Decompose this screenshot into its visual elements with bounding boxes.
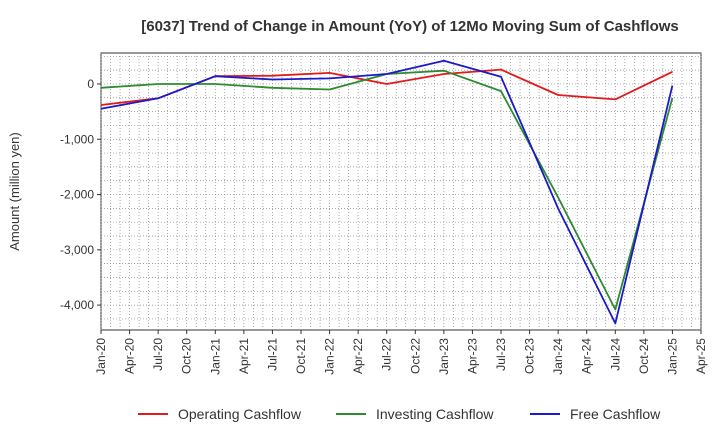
x-tick-label: Jul-23 [494,338,508,371]
y-tick-label: -1,000 [60,132,94,146]
y-tick-label: -2,000 [60,188,94,202]
series-lines [100,59,674,325]
x-tick-label: Jan-21 [208,338,222,375]
investing-cashflow-line [100,69,674,311]
x-tick-label: Jul-20 [151,338,165,371]
free-cashflow-line [100,59,674,325]
gridlines [100,53,702,330]
x-axis: Jan-20 Apr-20 Jul-20 Oct-20 Jan-21 Apr-21 Jul-… [94,330,708,375]
legend: Operating Cashflow Investing Cashflow Free… [138,406,661,422]
x-tick-label: Oct-24 [637,338,651,374]
y-tick-label: -4,000 [60,298,94,312]
x-tick-label: Jul-24 [608,338,622,371]
x-tick-label: Jan-22 [323,338,337,375]
chart-title: [6037] Trend of Change in Amount (YoY) o… [141,18,679,35]
y-tick-label: -3,000 [60,243,94,257]
x-tick-label: Apr-20 [123,338,137,374]
x-tick-label: Apr-22 [351,338,365,374]
x-tick-label: Oct-20 [180,338,194,374]
legend-label: Investing Cashflow [376,406,494,422]
x-tick-label: Oct-21 [294,338,308,374]
x-tick-label: Jul-22 [380,338,394,371]
plot-area [100,52,702,331]
x-tick-label: Jan-25 [665,338,679,375]
legend-label: Operating Cashflow [178,406,302,422]
x-tick-label: Apr-25 [694,338,708,374]
x-tick-label: Jan-24 [551,338,565,375]
x-tick-label: Apr-23 [465,338,479,374]
y-axis: 0 -1,000 -2,000 -3,000 -4,000 [60,77,101,312]
x-tick-label: Jan-20 [94,338,108,375]
x-tick-label: Oct-23 [523,338,537,374]
y-axis-label: Amount (million yen) [7,132,22,251]
x-tick-label: Apr-24 [580,338,594,374]
x-tick-label: Jul-21 [265,338,279,371]
x-tick-label: Oct-22 [408,338,422,374]
y-tick-label: 0 [87,77,94,91]
x-tick-label: Jan-23 [437,338,451,375]
x-tick-label: Apr-21 [237,338,251,374]
legend-label: Free Cashflow [570,406,661,422]
